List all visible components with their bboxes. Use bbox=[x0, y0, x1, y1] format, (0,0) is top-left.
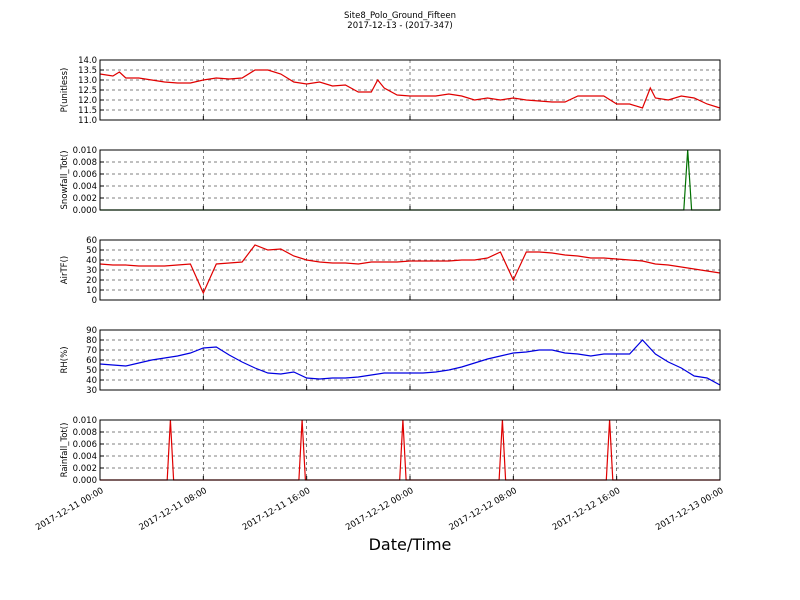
y-tick-label: 0.006 bbox=[73, 440, 97, 450]
plot-frame bbox=[99, 149, 721, 211]
y-tick-label: 0.004 bbox=[73, 182, 97, 192]
y-tick-label: 60 bbox=[86, 236, 97, 246]
plot-frame bbox=[99, 419, 721, 481]
series-line bbox=[99, 244, 721, 295]
y-tick-label: 50 bbox=[86, 366, 97, 376]
y-tick-label: 0.002 bbox=[73, 194, 97, 204]
series-line bbox=[99, 339, 721, 386]
y-axis-label: Rainfall_Tot() bbox=[60, 423, 70, 478]
y-tick-label: 0.002 bbox=[73, 464, 97, 474]
y-tick-label: 30 bbox=[86, 386, 97, 396]
y-tick-label: 60 bbox=[86, 356, 97, 366]
y-tick-label: 11.5 bbox=[78, 106, 97, 116]
y-tick-label: 0.000 bbox=[73, 476, 97, 486]
y-tick-label: 50 bbox=[86, 246, 97, 256]
y-tick-label: 70 bbox=[86, 346, 97, 356]
chart-subtitle: 2017-12-13 - (2017-347) bbox=[347, 21, 452, 31]
y-tick-label: 12.0 bbox=[78, 96, 97, 106]
plot-frame bbox=[99, 59, 721, 121]
y-tick-label: 13.0 bbox=[78, 76, 97, 86]
y-tick-label: 0.006 bbox=[73, 170, 97, 180]
y-tick-label: 80 bbox=[86, 336, 97, 346]
plot-frame bbox=[99, 239, 721, 301]
y-tick-label: 0.008 bbox=[73, 158, 97, 168]
y-tick-label: 20 bbox=[86, 276, 97, 286]
x-axis-label: Date/Time bbox=[369, 535, 452, 554]
y-tick-label: 10 bbox=[86, 286, 97, 296]
y-tick-label: 40 bbox=[86, 376, 97, 386]
y-tick-label: 12.5 bbox=[78, 86, 97, 96]
y-tick-label: 0.004 bbox=[73, 452, 97, 462]
y-tick-label: 0.008 bbox=[73, 428, 97, 438]
y-tick-label: 30 bbox=[86, 266, 97, 276]
plot-frame bbox=[99, 329, 721, 391]
y-tick-label: 40 bbox=[86, 256, 97, 266]
y-tick-label: 90 bbox=[86, 326, 97, 336]
y-axis-label: RH(%) bbox=[60, 346, 70, 373]
series-line bbox=[99, 69, 721, 109]
y-tick-label: 0.010 bbox=[73, 416, 97, 426]
y-axis-label: AirTF() bbox=[60, 256, 70, 284]
y-tick-label: 14.0 bbox=[78, 56, 97, 66]
y-tick-label: 0 bbox=[92, 296, 97, 306]
y-tick-label: 0.010 bbox=[73, 146, 97, 156]
y-axis-label: Snowfall_Tot() bbox=[60, 150, 70, 209]
y-axis-label: P(unitless) bbox=[60, 68, 70, 113]
y-tick-label: 0.000 bbox=[73, 206, 97, 216]
y-tick-label: 11.0 bbox=[78, 116, 97, 126]
y-tick-label: 13.5 bbox=[78, 66, 97, 76]
chart-title: Site8_Polo_Ground_Fifteen bbox=[344, 11, 456, 21]
